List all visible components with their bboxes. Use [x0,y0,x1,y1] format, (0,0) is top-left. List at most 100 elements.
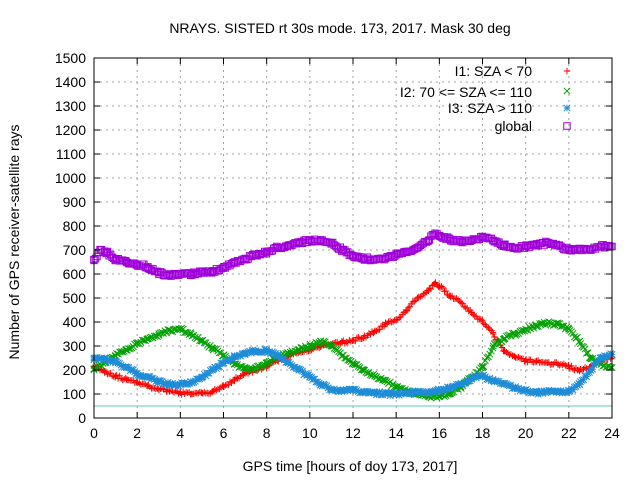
y-axis-label: Number of GPS receiver-satellite rays [6,125,22,360]
data-point [530,359,537,366]
x-tick-label: 22 [561,425,577,441]
data-point [406,303,413,310]
data-point [274,351,282,359]
data-point [152,332,160,340]
data-point [111,357,119,365]
data-point [303,371,311,379]
data-point [570,383,578,391]
data-point [341,340,348,347]
data-point [143,382,151,389]
data-point [457,299,465,306]
data-point [480,320,487,327]
data-point [466,306,474,314]
data-point [409,387,417,395]
data-point [582,372,591,381]
data-point [425,388,433,396]
data-point [155,386,163,394]
data-point [197,374,205,382]
data-point [357,366,365,374]
x-tick-label: 4 [176,425,184,441]
data-point [172,381,180,389]
data-point [163,388,170,395]
data-point [504,350,512,357]
data-point [489,329,497,336]
data-point [397,390,405,398]
y-tick-label: 1400 [55,74,86,90]
data-point [191,377,199,385]
data-point [477,316,484,323]
data-point [146,334,154,342]
data-point [198,389,205,396]
data-point [596,243,604,251]
data-point [107,369,114,377]
data-point [486,325,494,333]
data-point [374,375,382,383]
data-point [213,386,220,394]
x-tick-label: 20 [518,425,534,441]
data-point [142,381,149,388]
data-point [465,307,472,315]
y-tick-label: 1100 [56,146,86,162]
data-point [414,294,421,302]
data-point [380,323,388,330]
x-tick-label: 8 [263,425,271,441]
data-point [190,268,198,276]
data-point [568,362,575,370]
y-tick-label: 100 [63,386,87,402]
data-point [150,332,158,340]
data-point [431,387,440,395]
y-tick-label: 600 [63,266,87,282]
data-point [539,389,547,397]
data-point [108,372,116,380]
data-point [117,375,125,382]
y-tick-label: 1300 [55,98,86,114]
data-point [513,354,521,361]
data-point [122,363,130,371]
legend-marker-4 [563,122,571,130]
data-point [421,290,429,297]
data-point [308,342,316,350]
data-point [400,388,408,397]
data-point [121,375,128,383]
data-point [259,348,267,356]
data-point [116,372,123,379]
data-point [373,327,380,335]
legend-marker-1 [563,67,571,75]
data-point [367,331,374,338]
x-tick-label: 0 [90,425,98,441]
data-point [492,377,500,385]
data-point [162,381,171,389]
legend-label-i2: I2: 70 <= SZA <= 110 [400,84,532,100]
data-point [552,319,560,327]
data-point [442,287,450,295]
data-point [395,314,403,321]
data-point [178,391,185,398]
data-point [145,382,152,389]
data-point [607,350,615,358]
data-point [156,329,165,337]
data-point [368,328,376,335]
data-point [565,361,572,369]
data-point [366,371,375,379]
data-point [205,369,213,377]
data-point [164,378,172,387]
data-point [350,360,358,368]
data-point [359,335,367,342]
data-point [489,344,497,352]
axis-layer: 0100200300400500600700800900100011001200… [55,50,620,441]
y-tick-label: 300 [63,338,87,354]
x-tick-label: 16 [432,425,448,441]
data-point [153,379,162,387]
y-tick-label: 700 [63,242,87,258]
data-point [340,337,347,344]
data-point [498,344,506,351]
data-point [486,374,494,382]
data-point [545,318,553,326]
data-point [507,351,515,358]
data-point [167,380,175,388]
data-point [503,348,510,356]
data-point [90,256,98,265]
data-point [350,337,358,344]
data-point [238,372,246,379]
y-tick-label: 0 [78,410,86,426]
